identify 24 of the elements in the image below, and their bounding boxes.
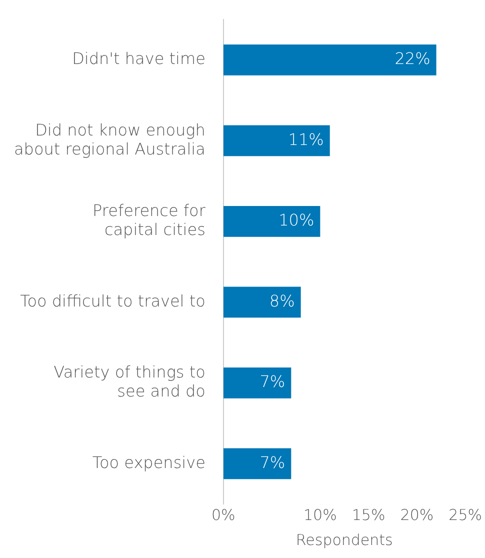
data-label: 8% [269,291,295,310]
y-tick-label: Did not know enough about regional Australia [14,120,206,158]
y-tick-label: Preference for capital cities [92,200,206,240]
bar [223,367,292,398]
x-tick-label: 10% [304,506,337,524]
data-label: 22% [394,49,430,68]
x-tick-label: 0% [212,506,236,524]
x-axis-title: Respondents [296,530,393,549]
bar [223,206,320,237]
data-label: 7% [260,372,286,392]
data-label: 7% [260,452,286,472]
x-tick-label: 15% [352,506,386,524]
bar [223,125,330,156]
data-label: 10% [278,210,314,230]
bar [223,44,436,76]
y-tick-label: Variety of things to see and do [54,362,206,401]
x-tick-label: 25% [448,506,482,524]
y-tick-label: Didn't have time [72,49,206,68]
y-tick-label: Too difficult to travel to [20,291,206,310]
bar [223,286,301,318]
y-tick-label: Too expensive [92,452,206,472]
x-tick-label: 20% [400,506,434,524]
bar [223,448,292,480]
data-label: 11% [288,130,324,149]
